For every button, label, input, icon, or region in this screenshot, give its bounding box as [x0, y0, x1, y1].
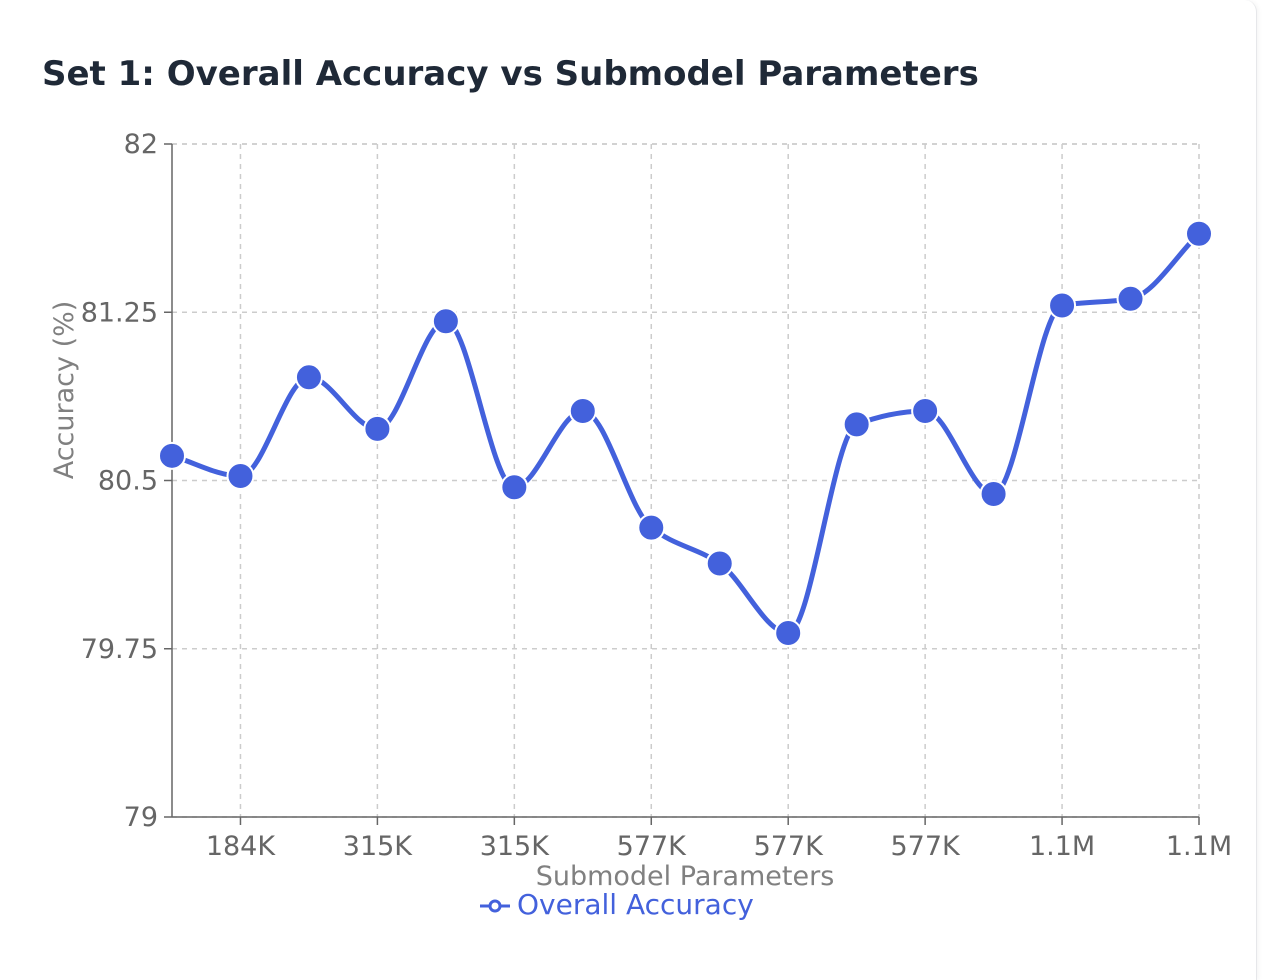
- data-point[interactable]: [294, 363, 323, 392]
- y-axis-label: Accuracy (%): [49, 301, 80, 480]
- data-point[interactable]: [431, 307, 460, 336]
- legend-label: Overall Accuracy: [517, 888, 754, 921]
- data-point[interactable]: [1048, 291, 1077, 320]
- legend[interactable]: Overall Accuracy: [480, 888, 754, 921]
- data-point[interactable]: [1116, 284, 1145, 313]
- x-tick-label: 315K: [343, 831, 414, 862]
- data-point[interactable]: [226, 462, 255, 491]
- x-tick-label: 577K: [754, 831, 825, 862]
- grid: [172, 143, 1200, 818]
- x-tick-label: 577K: [617, 831, 688, 862]
- y-tick-label: 80.5: [98, 466, 158, 497]
- legend-marker-icon: [488, 899, 502, 913]
- x-tick-label: 184K: [206, 831, 277, 862]
- data-point[interactable]: [911, 396, 940, 425]
- data-point[interactable]: [774, 619, 803, 648]
- x-axis-label: Submodel Parameters: [536, 861, 835, 892]
- x-tick-label: 315K: [480, 831, 551, 862]
- data-point[interactable]: [500, 473, 529, 502]
- y-tick-label: 82: [124, 129, 158, 160]
- series-overall-accuracy: [158, 219, 1213, 648]
- data-point[interactable]: [637, 513, 666, 542]
- y-tick-label: 81.25: [81, 297, 158, 328]
- data-point[interactable]: [363, 414, 392, 443]
- y-tick-label: 79: [124, 802, 158, 833]
- data-point[interactable]: [158, 441, 186, 470]
- chart-title: Set 1: Overall Accuracy vs Submodel Para…: [42, 54, 979, 94]
- axes: 79 79.75 80.5 81.25 82 184K 315K 315K 577K 577K 57…: [81, 129, 1232, 862]
- data-point[interactable]: [1185, 219, 1213, 248]
- x-tick-label: 1.1M: [1166, 831, 1232, 862]
- y-tick-label: 79.75: [81, 634, 158, 665]
- x-tick-label: 1.1M: [1029, 831, 1095, 862]
- x-tick-label: 577K: [891, 831, 962, 862]
- data-point[interactable]: [842, 410, 871, 439]
- data-point[interactable]: [979, 479, 1008, 508]
- data-point[interactable]: [705, 549, 734, 578]
- data-point[interactable]: [568, 396, 597, 425]
- series-line: [171, 231, 1201, 636]
